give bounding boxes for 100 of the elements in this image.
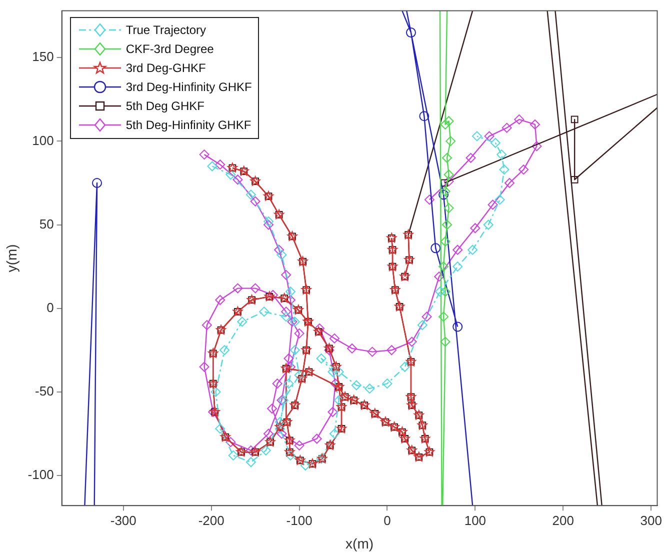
x-tick-label: 100 <box>464 512 486 528</box>
point <box>329 333 340 344</box>
point <box>268 290 278 300</box>
point <box>347 343 358 354</box>
point <box>334 395 344 406</box>
point <box>294 328 304 338</box>
point <box>284 378 294 389</box>
x-tick-label: 300 <box>640 512 662 528</box>
point <box>316 354 326 364</box>
point <box>215 160 226 170</box>
y-tick-label: 0 <box>46 300 54 315</box>
x-tick-label: -100 <box>286 512 312 528</box>
point <box>210 386 221 397</box>
point <box>435 286 446 297</box>
point <box>438 190 449 200</box>
point <box>276 250 287 260</box>
point <box>215 424 226 434</box>
y-tick-label: 50 <box>39 216 54 232</box>
point <box>442 152 452 163</box>
point <box>440 336 450 347</box>
point <box>440 236 450 246</box>
point <box>284 354 294 364</box>
point <box>264 428 274 439</box>
point <box>496 150 507 160</box>
point <box>287 316 298 327</box>
point <box>438 262 449 272</box>
point <box>444 116 454 126</box>
point <box>312 434 322 444</box>
point <box>424 194 434 205</box>
point <box>532 141 542 152</box>
point <box>406 336 417 347</box>
point <box>434 272 444 282</box>
point <box>264 216 274 226</box>
point <box>232 283 243 294</box>
point <box>470 223 480 234</box>
point <box>483 220 494 230</box>
point <box>264 220 274 230</box>
point <box>281 312 292 322</box>
point <box>444 170 454 180</box>
point <box>228 450 238 460</box>
point <box>351 380 362 390</box>
point <box>246 445 256 456</box>
point <box>246 457 256 468</box>
point <box>444 176 454 186</box>
y-tick-label: -100 <box>28 467 54 482</box>
x-tick-label: -300 <box>110 512 136 528</box>
legend-label: True Trajectory <box>126 23 206 38</box>
point <box>290 316 300 327</box>
point <box>250 283 260 294</box>
point <box>452 262 463 272</box>
point <box>202 320 212 330</box>
point <box>438 312 449 322</box>
point <box>226 170 236 180</box>
y-tick-label: 150 <box>32 49 54 64</box>
point <box>281 306 292 317</box>
point <box>274 244 284 255</box>
point <box>442 220 452 230</box>
point <box>199 362 210 372</box>
point <box>272 378 282 389</box>
y-axis-title: y(m) <box>3 244 20 272</box>
point <box>364 384 375 394</box>
point <box>488 200 498 210</box>
point <box>484 131 494 142</box>
point <box>250 196 260 206</box>
point <box>382 378 392 389</box>
point <box>294 440 304 450</box>
point <box>274 417 285 428</box>
point <box>334 366 344 377</box>
point <box>430 243 441 254</box>
legend-label: 3rd Deg-GHKF <box>126 61 206 76</box>
point <box>367 346 378 357</box>
point <box>422 312 432 322</box>
point <box>285 450 296 460</box>
point <box>499 164 510 175</box>
point <box>267 404 278 414</box>
point <box>199 150 210 160</box>
point <box>246 190 256 200</box>
point <box>237 316 248 327</box>
legend-label: CKF-3rd Degree <box>126 42 214 56</box>
legend-label: 5th Deg GHKF <box>126 99 205 114</box>
point <box>490 138 500 148</box>
point <box>417 320 428 330</box>
point <box>518 164 529 175</box>
point <box>207 161 218 172</box>
point <box>328 366 338 377</box>
point <box>440 286 450 297</box>
point <box>502 122 512 133</box>
point <box>92 178 102 188</box>
point <box>232 174 243 185</box>
point <box>300 460 310 470</box>
point <box>468 244 478 255</box>
point <box>386 345 397 356</box>
point <box>452 244 463 255</box>
point <box>314 323 325 334</box>
point <box>274 424 285 434</box>
legend-label: 5th Deg-Hinfinity GHKF <box>126 118 252 132</box>
point <box>281 270 292 280</box>
point <box>285 286 296 297</box>
point <box>530 119 540 130</box>
y-tick-label: -50 <box>35 384 54 399</box>
